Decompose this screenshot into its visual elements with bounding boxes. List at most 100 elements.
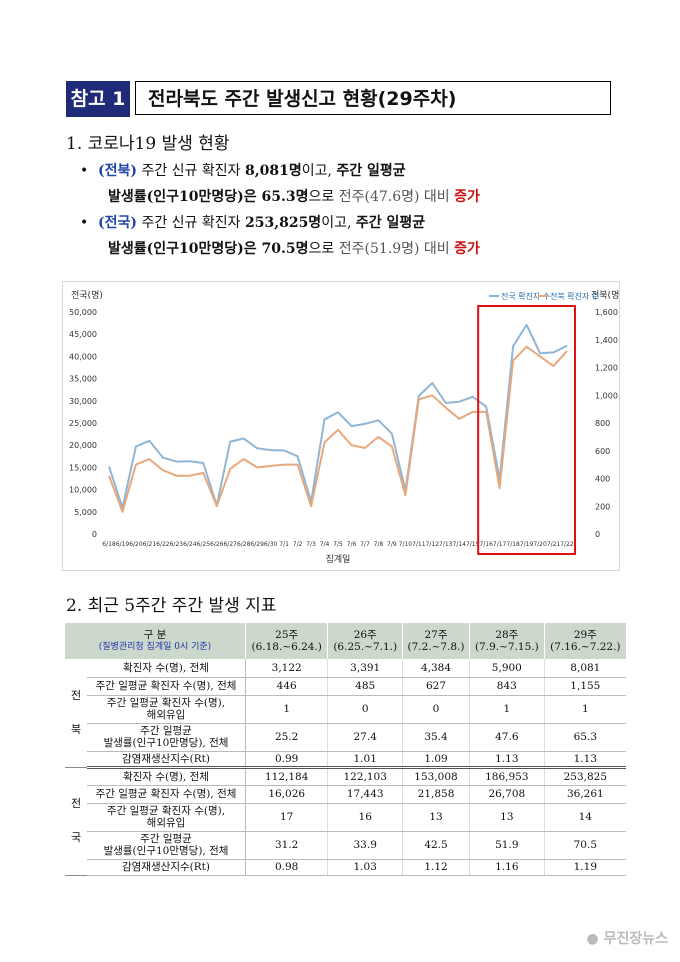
table-cell: 13: [469, 803, 545, 832]
table-row: 주간 일평균 발생률(인구10만명당), 전체 31.2 33.9 42.5 51.9 70…: [65, 831, 626, 860]
y-right-tick-label: 600: [595, 447, 610, 456]
table-row: 전 국 확진자 수(명), 전체 112,184 122,103 153,008 186,9…: [65, 767, 626, 876]
table-cell: 446: [245, 677, 329, 696]
x-tick-label: 7/22: [560, 541, 574, 548]
group-char: 북: [70, 722, 82, 736]
table-cell: 47.6: [469, 723, 545, 752]
y-right-tick-label: 1,600: [595, 308, 618, 317]
week-range: (6.18.~6.24.): [251, 641, 322, 653]
table-cell: 1,155: [544, 677, 626, 696]
row-label: 감염재생산지수(Rt): [87, 751, 246, 769]
row-label: 주간 일평균 확진자 수(명), 해외유입: [87, 695, 246, 724]
table-cell: 3,122: [245, 659, 329, 678]
table-cell: 5,900: [469, 659, 545, 678]
table-cell: 153,008: [402, 767, 470, 786]
table-cell: 1: [469, 695, 545, 724]
x-tick-label: 6/21: [143, 541, 157, 548]
table-cell: 1.16: [469, 859, 545, 876]
x-tick-label: 7/4: [320, 541, 330, 548]
table-cell: 1.13: [469, 751, 545, 769]
legend-label-jeonbuk: 전북 확진자 수: [550, 291, 599, 301]
week-label: 27주: [424, 629, 448, 641]
row-label: 감염재생산지수(Rt): [87, 859, 246, 876]
row-label: 주간 일평균 확진자 수(명), 전체: [87, 677, 246, 696]
x-tick-label: 6/26: [210, 541, 224, 548]
table-cell: 0.99: [245, 751, 329, 769]
bullet-text: 주간 일평균: [355, 215, 426, 231]
chart-svg: 전국(명) 전북(명) 0 5,000 10,000 15,000 20,000 25,000…: [69, 290, 623, 565]
week-range: (7.9.~7.15.): [474, 641, 539, 653]
y-right-tick-label: 200: [595, 502, 610, 511]
x-tick-label: 6/18: [102, 541, 116, 548]
bullet-text: 으로: [308, 241, 339, 257]
trend-label: 증가: [454, 189, 480, 205]
x-tick-label: 7/21: [547, 541, 561, 548]
week-label: 29주: [573, 629, 597, 641]
x-tick-label: 6/20: [129, 541, 143, 548]
x-tick-label: 7/20: [533, 541, 547, 548]
table-cell: 13: [402, 803, 470, 832]
bullet-text: 주간 신규 확진자: [137, 215, 245, 231]
table-cell: 0: [327, 695, 404, 724]
row-label-text: 확진자 수(명), 전체: [123, 770, 209, 783]
row-label-text: 주간 일평균 확진자 수(명), 전체: [95, 680, 237, 692]
table-cell: 36,261: [544, 785, 626, 804]
bullet-text: 발생률(인구10만명당)은: [108, 241, 262, 257]
y-right-tick-label: 800: [595, 419, 610, 428]
table-row: 감염재생산지수(Rt) 0.99 1.01 1.09 1.13 1.13: [65, 751, 626, 769]
row-label-text: 해외유입: [146, 817, 186, 829]
y-right-tick-label: 0: [595, 530, 600, 539]
table-cell: 1.03: [327, 859, 404, 876]
week-range: (6.25.~7.1.): [333, 641, 398, 653]
table-cell: 70.5: [544, 831, 626, 860]
table-row: 주간 일평균 확진자 수(명), 해외유입 17 16 13 13 14: [65, 803, 626, 832]
x-tick-label: 6/22: [156, 541, 170, 548]
table-cell: 1.01: [327, 751, 404, 769]
x-tick-label: 6/19: [116, 541, 130, 548]
trend-label: 증가: [454, 241, 480, 257]
cases-chart: 전국(명) 전북(명) 0 5,000 10,000 15,000 20,000 25,000…: [62, 281, 623, 571]
x-tick-label: 7/10: [399, 541, 413, 548]
page-title: 전라북도 주간 발생신고 현황(29주차): [135, 81, 611, 115]
table-cell: 3,391: [327, 659, 404, 678]
table-cell: 27.4: [327, 723, 404, 752]
table-row: 주간 일평균 확진자 수(명), 전체 446 485 627 843 1,155: [65, 677, 626, 696]
bullet-text: 주간 신규 확진자: [137, 163, 245, 179]
x-axis-label: 집계일: [326, 553, 351, 565]
x-tick-label: 7/7: [360, 541, 370, 548]
x-tick-label: 7/13: [439, 541, 453, 548]
table-cell: 25.2: [245, 723, 329, 752]
weekly-cases: 253,825명: [244, 215, 322, 231]
table-cell: 16: [327, 803, 404, 832]
row-label: 확진자 수(명), 전체: [87, 767, 246, 786]
x-tick-label: 6/28: [237, 541, 251, 548]
legend-label-national: 전국 확진자 수: [501, 291, 550, 301]
header-week: 27주 (7.2.~7.8.): [402, 623, 470, 659]
table-cell: 0.98: [245, 859, 329, 876]
week-label: 26주: [353, 629, 377, 641]
table-cell: 16,026: [245, 785, 329, 804]
x-tick-label: 7/1: [279, 541, 289, 548]
table-cell: 21,858: [402, 785, 470, 804]
table-row: 주간 일평균 발생률(인구10만명당), 전체 25.2 27.4 35.4 47.6 65…: [65, 723, 626, 752]
table-cell: 485: [327, 677, 404, 696]
incidence-rate: 65.3명: [261, 189, 309, 205]
weekly-indicator-table: 구 분 (질병관리청 집계일 0시 기준) 25주 (6.18.~6.24.) 2…: [65, 623, 626, 876]
row-label-text: 해외유입: [146, 709, 186, 721]
section2-title: 2. 최근 5주간 주간 발생 지표: [66, 596, 277, 616]
bullet-text: 발생률(인구10만명당)은: [108, 189, 262, 205]
row-label: 주간 일평균 확진자 수(명), 전체: [87, 785, 246, 804]
table-cell: 0: [402, 695, 470, 724]
x-tick-label: 7/3: [306, 541, 316, 548]
x-tick-label: 6/29: [250, 541, 264, 548]
table-cell: 26,708: [469, 785, 545, 804]
group-char: 국: [70, 831, 82, 844]
y-right-tick-label: 400: [595, 475, 610, 484]
table-cell: 42.5: [402, 831, 470, 860]
header-week: 28주 (7.9.~7.15.): [469, 623, 545, 659]
bullet-jeonbuk: • (전북) 주간 신규 확진자 8,081명이고, 주간 일평균 발생률(인구1…: [80, 163, 480, 205]
table-header-row: 구 분 (질병관리청 집계일 0시 기준) 25주 (6.18.~6.24.) 2…: [65, 623, 626, 659]
series-line-jeonbuk: [108, 345, 568, 513]
x-tick-label: 7/5: [333, 541, 343, 548]
previous-week: 전주(51.9명) 대비: [338, 241, 455, 257]
